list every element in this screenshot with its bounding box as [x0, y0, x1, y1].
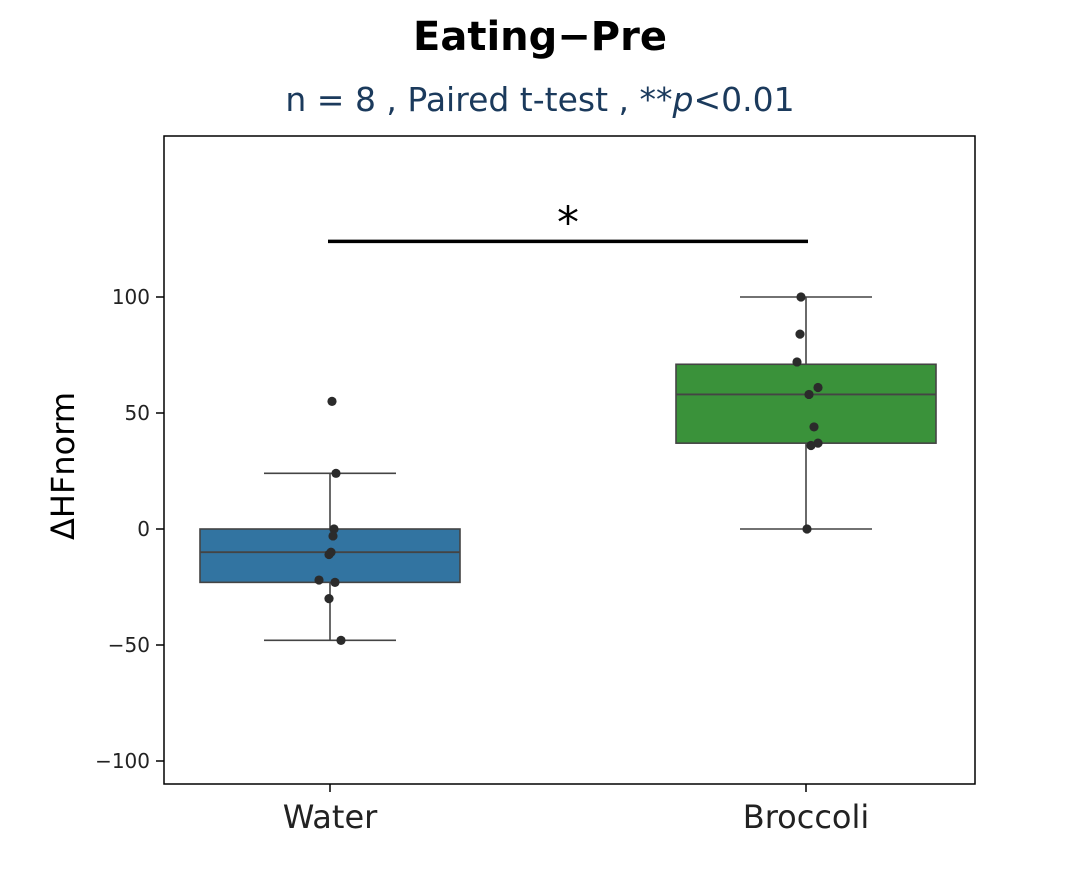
y-tick-label: −100 [95, 749, 150, 773]
chart-title: Eating−Pre [413, 14, 667, 60]
data-point [795, 329, 805, 339]
subtitle-prefix: n = 8 , Paired t-test , ** [285, 80, 673, 119]
data-point [802, 524, 812, 534]
significance-label: * [557, 197, 579, 248]
y-axis-label: ΔHFnorm [44, 392, 82, 540]
data-point [331, 468, 341, 478]
y-tick-label: 50 [125, 401, 150, 425]
data-point [792, 357, 802, 367]
data-point [329, 524, 339, 534]
data-point [314, 575, 324, 585]
subtitle-p-symbol: p [672, 80, 694, 119]
data-point [804, 389, 814, 400]
subtitle-suffix: <0.01 [693, 80, 795, 119]
data-point [328, 531, 338, 541]
y-tick-label: 100 [112, 285, 150, 309]
x-tick-label: Water [283, 798, 378, 836]
data-point [809, 422, 819, 432]
y-tick-label: 0 [137, 517, 150, 541]
data-point [806, 440, 816, 451]
chart-subtitle: n = 8 , Paired t-test , **p<0.01 [0, 80, 1080, 119]
data-point [327, 396, 337, 406]
box-iqr [675, 363, 937, 444]
data-point [324, 549, 334, 560]
box-water [199, 396, 461, 645]
data-point [796, 292, 806, 302]
plot-frame [163, 135, 976, 785]
x-tick-label: Broccoli [743, 798, 870, 836]
data-point [813, 438, 823, 448]
data-point [813, 382, 823, 393]
box-broccoli [675, 292, 937, 534]
y-tick-label: −50 [108, 633, 150, 657]
data-point [330, 577, 340, 587]
data-point [336, 635, 346, 645]
data-point [324, 594, 334, 604]
